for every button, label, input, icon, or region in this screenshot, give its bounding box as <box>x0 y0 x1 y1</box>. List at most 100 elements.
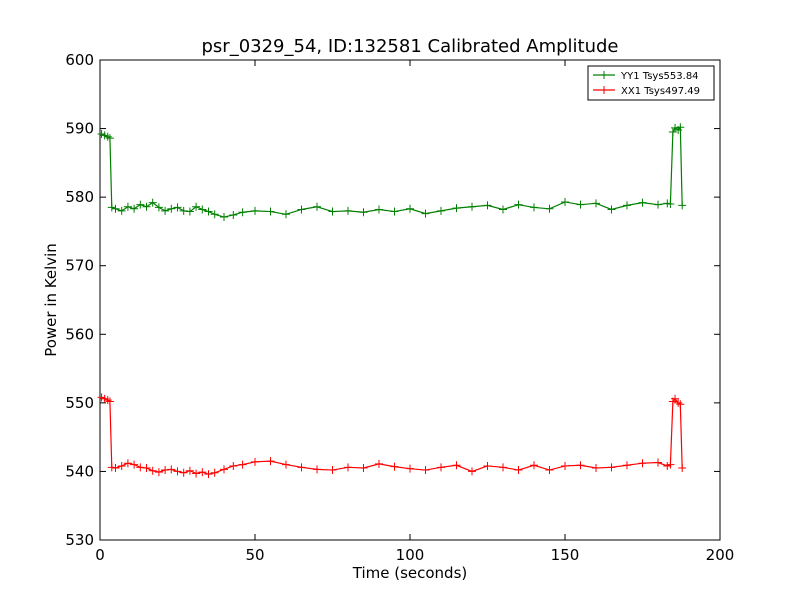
data-point <box>123 459 132 468</box>
data-point <box>313 465 321 474</box>
y-axis: 530 540 550 560 570 580 590 600 <box>65 51 720 549</box>
data-point <box>359 208 368 217</box>
data-point <box>313 202 321 211</box>
data-point <box>545 466 554 475</box>
data-point <box>105 397 114 406</box>
data-point <box>406 204 414 213</box>
legend-box <box>587 65 715 101</box>
data-point <box>167 465 176 474</box>
data-point <box>107 463 116 472</box>
legend: YY1 Tsys553.84 XX1 Tsys497.49 <box>587 65 715 101</box>
data-point <box>229 210 238 219</box>
legend-label: YY1 Tsys553.84 <box>620 71 699 82</box>
data-point <box>671 394 680 403</box>
data-point <box>421 466 430 475</box>
data-point <box>192 469 201 478</box>
y-tick-label: 600 <box>65 51 94 69</box>
data-point <box>130 204 139 213</box>
data-point <box>576 200 585 209</box>
data-point <box>117 461 126 470</box>
data-point <box>154 203 163 212</box>
data-point <box>437 206 445 215</box>
legend-swatch-marker <box>600 71 608 79</box>
data-point <box>452 204 461 213</box>
data-point <box>623 461 631 470</box>
series-xx1 <box>97 393 687 479</box>
data-point <box>390 462 399 471</box>
data-point <box>666 460 675 469</box>
data-point <box>499 205 507 214</box>
data-point <box>406 464 414 473</box>
data-point <box>328 466 337 475</box>
data-point <box>654 200 662 209</box>
data-point <box>530 461 538 470</box>
chart-title: psr_0329_54, ID:132581 Calibrated Amplit… <box>201 36 618 57</box>
data-point <box>452 461 461 470</box>
y-tick-label: 550 <box>65 394 94 412</box>
data-point <box>561 461 569 470</box>
data-point <box>185 466 194 475</box>
data-point <box>167 204 176 213</box>
x-tick-label: 100 <box>396 546 425 564</box>
data-point <box>266 207 275 216</box>
x-tick-label: 50 <box>245 546 264 564</box>
data-point <box>238 208 247 217</box>
data-point <box>390 207 399 216</box>
data-point <box>592 464 600 472</box>
data-point <box>359 464 368 472</box>
data-point <box>266 457 275 466</box>
data-point <box>220 465 228 474</box>
y-tick-label: 540 <box>65 462 94 480</box>
data-point <box>117 206 126 215</box>
y-tick-label: 570 <box>65 257 94 275</box>
data-point <box>136 200 145 209</box>
data-point <box>375 459 383 468</box>
data-point <box>514 466 523 475</box>
data-point <box>561 197 569 206</box>
data-point <box>251 457 259 466</box>
plot-area <box>99 59 721 541</box>
data-point <box>210 210 219 219</box>
data-point <box>136 463 145 472</box>
data-point <box>154 468 163 477</box>
data-point <box>437 463 445 472</box>
data-point <box>105 134 114 143</box>
data-point <box>148 466 157 475</box>
data-point <box>468 202 476 211</box>
data-point <box>179 468 188 477</box>
data-point <box>468 467 476 476</box>
data-point <box>123 202 132 211</box>
data-point <box>499 463 507 472</box>
data-point <box>530 203 538 212</box>
data-point <box>676 400 685 409</box>
x-tick-label: 0 <box>95 546 105 564</box>
data-point <box>607 463 616 472</box>
data-point <box>142 202 151 211</box>
y-axis-label: Power in Kelvin <box>42 243 60 357</box>
data-point <box>638 198 647 207</box>
data-point <box>607 205 616 214</box>
data-point <box>344 463 352 472</box>
y-tick-label: 530 <box>65 531 94 549</box>
data-point <box>638 459 647 468</box>
data-point <box>198 468 207 477</box>
data-point <box>282 210 290 219</box>
series-yy1 <box>97 123 687 222</box>
data-point <box>238 460 247 469</box>
data-point <box>282 460 290 469</box>
data-point <box>654 458 662 467</box>
data-point <box>676 123 685 132</box>
data-point <box>297 205 306 214</box>
data-point <box>220 213 228 222</box>
data-point <box>111 204 120 213</box>
data-point <box>161 466 170 475</box>
data-point <box>161 206 170 215</box>
data-point <box>148 198 157 207</box>
data-point <box>204 207 213 216</box>
data-point <box>251 206 259 215</box>
data-point <box>210 468 219 477</box>
x-tick-label: 150 <box>551 546 580 564</box>
data-point <box>666 200 675 208</box>
y-tick-label: 560 <box>65 325 94 343</box>
